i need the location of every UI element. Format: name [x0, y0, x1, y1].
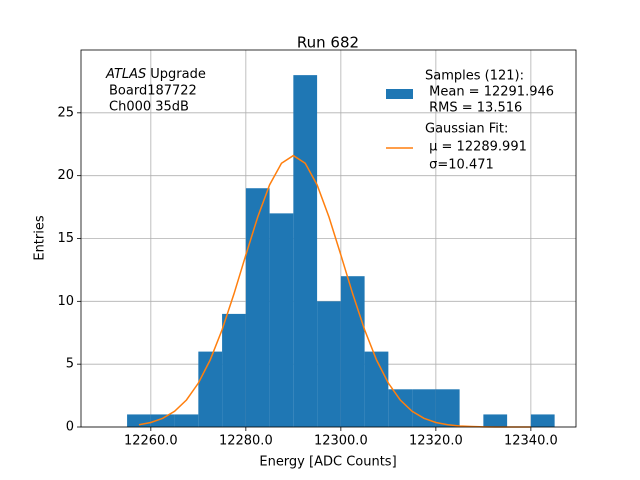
- x-axis-label: Energy [ADC Counts]: [259, 455, 396, 470]
- histogram-bar: [388, 389, 413, 427]
- legend-patch: [386, 89, 413, 99]
- histogram-bar: [269, 213, 294, 427]
- histogram-bar: [340, 276, 365, 427]
- x-tick-label: 12320.0: [409, 434, 463, 449]
- y-tick-label: 25: [57, 105, 74, 120]
- y-axis-label: Entries: [33, 215, 48, 261]
- histogram-bar: [483, 414, 508, 427]
- fit-line: [138, 154, 531, 428]
- histogram-bar: [198, 351, 223, 427]
- histogram-bar: [293, 75, 318, 427]
- legend-stat: μ = 12289.991: [425, 140, 527, 155]
- legend-label: Gaussian Fit:: [425, 122, 508, 137]
- plot-area: 0 5 10 15 20 25 12260.0 12280.0 12300.0 12320.0 12…: [57, 49, 577, 449]
- histogram-bar: [317, 301, 341, 427]
- chart-title: Run 682: [297, 34, 359, 52]
- histogram-bar: [150, 414, 175, 427]
- legend-label: Samples (121):: [425, 69, 524, 84]
- y-tick-label: 15: [57, 231, 74, 246]
- y-tick-label: 20: [57, 168, 74, 183]
- annotation: ATLAS Upgrade: [105, 67, 206, 82]
- x-tick-label: 12280.0: [219, 434, 273, 449]
- y-tick-label: 5: [66, 357, 74, 372]
- histogram-bar: [364, 351, 389, 427]
- x-tick-label: 12260.0: [124, 434, 178, 449]
- histogram-bar: [530, 414, 555, 427]
- legend-stat: RMS = 13.516: [425, 101, 522, 116]
- annotation-text: Upgrade: [150, 67, 206, 82]
- legend-stat: σ=10.471: [425, 158, 494, 173]
- annotation: Board187722: [109, 84, 197, 99]
- legend-stat: Mean = 12291.946: [425, 85, 554, 100]
- y-tick-label: 10: [57, 294, 74, 309]
- histogram-bar: [174, 414, 199, 427]
- histogram-bar: [127, 414, 151, 427]
- x-tick-label: 12340.0: [504, 434, 558, 449]
- histogram-bar: [245, 188, 270, 427]
- annotation: Ch000 35dB: [109, 100, 189, 115]
- histogram-bar: [222, 313, 246, 427]
- x-tick-label: 12300.0: [314, 434, 368, 449]
- histogram-bar: [435, 389, 460, 427]
- annotation-italic: ATLAS: [105, 67, 146, 82]
- plot-frame: [80, 49, 577, 428]
- y-tick-label: 0: [66, 420, 74, 435]
- histogram-bar: [412, 389, 436, 427]
